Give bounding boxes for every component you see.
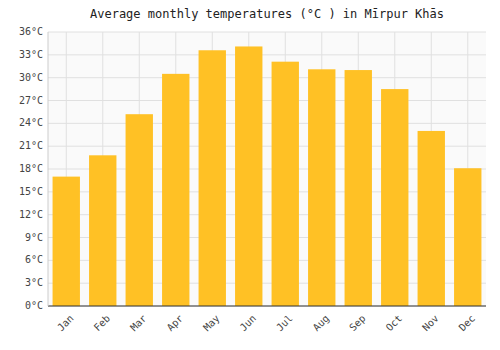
chart: 0°C 3°C 6°C 9°C 12°C 15°C 18°C 21°C 24°C 27°C 30°C… (0, 0, 500, 350)
y-tick-label: 27°C (19, 95, 43, 106)
y-tick-label: 12°C (19, 209, 43, 220)
bar (162, 74, 189, 306)
title: Average monthly temperatures (°C ) in Mī… (90, 7, 444, 21)
y-tick-label: 24°C (19, 117, 43, 128)
y-tick-label: 15°C (19, 186, 43, 197)
y-grid-line (48, 54, 486, 55)
bars (53, 46, 482, 306)
y-grid-line (48, 100, 486, 101)
x-tick-label: Oct (384, 313, 405, 334)
y-tick-label: 0°C (25, 300, 43, 311)
chart-container: 0°C 3°C 6°C 9°C 12°C 15°C 18°C 21°C 24°C 27°C 30°C… (0, 0, 500, 350)
x-tick-label: Dec (457, 313, 478, 334)
y-grid-line (48, 77, 486, 78)
y-grid-line (48, 32, 486, 33)
y-tick-label: 9°C (25, 232, 43, 243)
bar (272, 62, 299, 306)
grid (48, 32, 486, 306)
bar (53, 177, 80, 306)
y-tick-label: 33°C (19, 49, 43, 60)
x-tick-label: Jun (238, 313, 259, 334)
x-tick-label: Jan (55, 313, 76, 334)
x-axis-line (48, 306, 486, 307)
x-tick-label: Sep (347, 313, 368, 334)
x-tick-label: Jul (274, 313, 295, 334)
bar (454, 168, 481, 306)
y-grid-line (48, 306, 486, 307)
y-tick-label: 18°C (19, 163, 43, 174)
x-tick-label: Feb (92, 313, 113, 334)
y-tick-label: 6°C (25, 254, 43, 265)
y-axis-line (48, 32, 49, 306)
bar (345, 70, 372, 306)
x-tick-label: Apr (165, 313, 186, 334)
y-tick-label: 30°C (19, 72, 43, 83)
x-tick-label: Nov (420, 313, 441, 334)
bar (381, 89, 408, 306)
bar (89, 155, 116, 306)
bar (235, 46, 262, 306)
x-tick-label: Aug (311, 313, 332, 334)
y-tick-label: 3°C (25, 277, 43, 288)
x-tick-label: Mar (128, 313, 149, 334)
y-grid-line (48, 123, 486, 124)
y-tick-label: 21°C (19, 140, 43, 151)
bar (308, 69, 335, 306)
bar (199, 50, 226, 306)
y-tick-label: 36°C (19, 26, 43, 37)
bar (126, 114, 153, 306)
bar (418, 131, 445, 306)
x-tick-label: May (201, 313, 222, 334)
plot-background (48, 32, 486, 306)
